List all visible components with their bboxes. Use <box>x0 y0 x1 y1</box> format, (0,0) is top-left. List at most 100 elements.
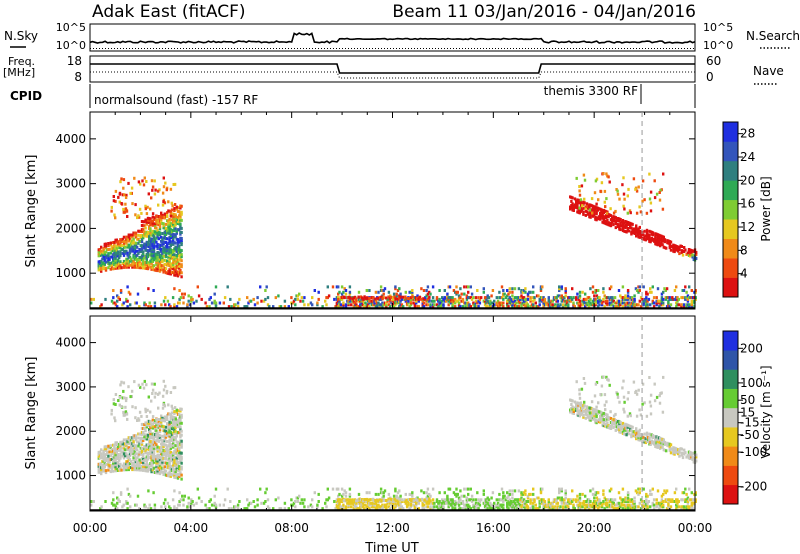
echo-cell <box>542 305 545 309</box>
echo-cell <box>689 296 692 300</box>
echo-cell <box>134 243 138 247</box>
echo-cell <box>173 217 176 221</box>
echo-cell <box>136 452 139 456</box>
echo-cell <box>520 492 523 496</box>
echo-cell <box>157 406 160 410</box>
echo-cell <box>408 492 411 496</box>
echo-cell <box>600 384 604 388</box>
echo-cell <box>413 296 417 300</box>
echo-cell <box>128 237 132 241</box>
echo-cell <box>597 301 600 305</box>
echo-cell <box>486 507 489 511</box>
echo-cell <box>158 436 162 440</box>
echo-cell <box>611 299 614 303</box>
echo-cell <box>342 503 345 507</box>
echo-cell <box>614 226 617 230</box>
echo-cell <box>134 434 138 438</box>
echo-cell <box>617 503 621 507</box>
echo-cell <box>118 500 121 503</box>
echo-cell <box>136 265 139 269</box>
echo-cell <box>145 465 148 469</box>
echo-cell <box>162 224 165 228</box>
echo-cell <box>173 249 176 253</box>
echo-cell <box>173 386 177 390</box>
echo-cell <box>168 260 171 264</box>
echo-cell <box>163 262 166 266</box>
echo-cell <box>138 460 141 464</box>
echo-cell <box>113 457 116 461</box>
echo-cell <box>456 492 459 496</box>
echo-cell <box>142 252 145 256</box>
echo-cell <box>413 297 417 301</box>
echo-cell <box>104 242 108 246</box>
echo-cell <box>542 501 545 505</box>
echo-cell <box>633 294 636 298</box>
echo-cell <box>168 217 171 221</box>
echo-cell <box>532 285 535 289</box>
echo-cell <box>130 186 134 190</box>
echo-cell <box>100 462 103 466</box>
echo-cell <box>125 460 128 464</box>
echo-cell <box>214 305 218 309</box>
echo-cell <box>172 242 175 246</box>
echo-cell <box>134 231 138 235</box>
echo-cell <box>119 491 123 495</box>
echo-cell <box>626 305 630 309</box>
echo-cell <box>539 489 543 493</box>
echo-cell <box>649 404 653 408</box>
echo-cell <box>180 451 183 455</box>
echo-cell <box>138 442 141 446</box>
echo-cell <box>376 507 379 511</box>
echo-cell <box>470 297 474 301</box>
echo-cell <box>145 212 149 216</box>
echo-cell <box>598 501 601 505</box>
echo-cell <box>645 211 649 215</box>
echo-cell <box>162 246 165 250</box>
echo-cell <box>610 503 613 507</box>
echo-cell <box>634 505 638 509</box>
echo-cell <box>633 507 636 511</box>
echo-cell <box>511 489 514 493</box>
echo-cell <box>597 491 600 495</box>
echo-cell <box>474 503 478 507</box>
echo-cell <box>598 303 601 307</box>
echo-cell <box>398 507 401 511</box>
echo-cell <box>525 303 528 307</box>
echo-cell <box>632 303 635 307</box>
echo-cell <box>124 399 128 403</box>
echo-cell <box>316 503 319 507</box>
echo-cell <box>511 299 514 303</box>
echo-cell <box>660 303 664 307</box>
echo-cell <box>621 500 625 503</box>
echo-cell <box>166 299 170 303</box>
echo-cell <box>174 438 177 442</box>
echo-cell <box>346 299 349 303</box>
echo-cell <box>173 489 176 493</box>
echo-cell <box>311 505 314 509</box>
echo-cell <box>512 299 515 303</box>
echo-cell <box>408 305 411 309</box>
echo-cell <box>632 380 636 384</box>
echo-cell <box>119 266 122 270</box>
echo-cell <box>179 417 182 421</box>
echo-cell <box>344 303 348 307</box>
echo-cell <box>166 237 169 241</box>
echo-cell <box>299 501 302 505</box>
echo-cell <box>520 505 523 509</box>
echo-cell <box>602 420 605 424</box>
echo-cell <box>164 469 168 473</box>
echo-cell <box>173 455 176 459</box>
echo-cell <box>376 505 379 509</box>
echo-cell <box>579 198 583 202</box>
echo-cell <box>455 494 458 498</box>
echo-cell <box>405 503 409 507</box>
echo-cell <box>586 301 589 305</box>
echo-cell <box>541 487 544 491</box>
echo-cell <box>395 294 398 298</box>
echo-cell <box>134 438 138 442</box>
echo-cell <box>155 423 158 427</box>
echo-cell <box>104 449 108 453</box>
echo-cell <box>547 296 550 300</box>
echo-cell <box>600 503 604 507</box>
echo-cell <box>548 303 552 307</box>
